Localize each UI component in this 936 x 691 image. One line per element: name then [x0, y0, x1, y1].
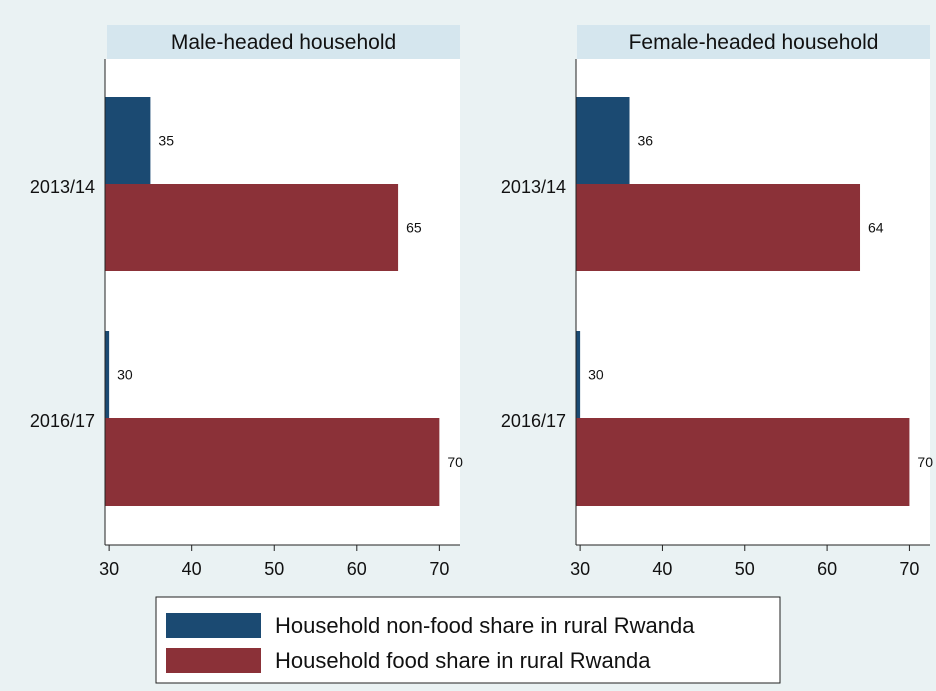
- bar-food-panel2-2016-17: [576, 418, 910, 506]
- data-label-food-panel2-2016-17: 70: [917, 454, 933, 470]
- panel-title-2: Female-headed household: [629, 31, 879, 54]
- data-label-food-panel2-2013-14: 64: [868, 220, 884, 236]
- data-label-food-panel1-2016-17: 70: [447, 454, 463, 470]
- bar-food-panel1-2016-17: [105, 418, 440, 506]
- bar-food-panel2-2013-14: [576, 184, 861, 271]
- legend-swatch-non-food: [166, 613, 261, 638]
- legend-label-food: Household food share in rural Rwanda: [275, 648, 651, 673]
- x-tick-label-panel1-50: 50: [264, 559, 284, 579]
- legend-swatch-food: [166, 648, 261, 673]
- panel-title-1: Male-headed household: [171, 31, 396, 54]
- x-tick-label-panel1-40: 40: [182, 559, 202, 579]
- category-label-panel2-2016-17: 2016/17: [501, 411, 566, 431]
- data-label-non-food-panel2-2016-17: 30: [588, 367, 604, 383]
- x-tick-label-panel2-30: 30: [570, 559, 590, 579]
- bar-food-panel1-2013-14: [105, 184, 399, 271]
- panel-header-1: [107, 25, 460, 59]
- panel-header-2: [577, 25, 930, 59]
- data-label-food-panel1-2013-14: 65: [406, 220, 422, 236]
- x-tick-label-panel1-70: 70: [429, 559, 449, 579]
- category-label-panel1-2013-14: 2013/14: [30, 177, 95, 197]
- x-tick-label-panel2-60: 60: [817, 559, 837, 579]
- x-tick-label-panel2-50: 50: [735, 559, 755, 579]
- legend-label-non-food: Household non-food share in rural Rwanda: [275, 613, 695, 638]
- data-label-non-food-panel1-2016-17: 30: [117, 367, 133, 383]
- x-tick-label-panel1-60: 60: [347, 559, 367, 579]
- x-tick-label-panel2-70: 70: [899, 559, 919, 579]
- category-label-panel2-2013-14: 2013/14: [501, 177, 566, 197]
- x-tick-label-panel1-30: 30: [99, 559, 119, 579]
- bar-non-food-panel1-2013-14: [105, 97, 151, 184]
- data-label-non-food-panel2-2013-14: 36: [638, 133, 654, 149]
- bar-non-food-panel2-2016-17: [576, 331, 581, 418]
- category-label-panel1-2016-17: 2016/17: [30, 411, 95, 431]
- bar-non-food-panel1-2016-17: [105, 331, 110, 418]
- bar-non-food-panel2-2013-14: [576, 97, 630, 184]
- x-tick-label-panel2-40: 40: [652, 559, 672, 579]
- data-label-non-food-panel1-2013-14: 35: [158, 133, 174, 149]
